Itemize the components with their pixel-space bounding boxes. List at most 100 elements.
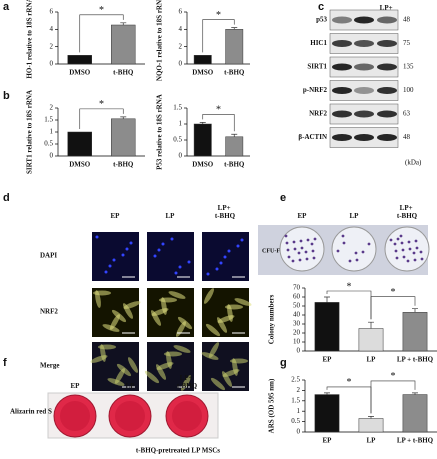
alizarin-caption: t-BHQ-pretreated LP MSCs xyxy=(136,447,220,455)
bar xyxy=(111,118,136,157)
x-tick-label: LP xyxy=(367,356,377,364)
colony xyxy=(367,242,371,246)
colony xyxy=(406,259,410,263)
y-tick-label: 4 xyxy=(179,25,183,33)
blot-band xyxy=(354,16,374,24)
blot-protein: β-ACTIN xyxy=(298,133,327,141)
significance-label: * xyxy=(99,99,104,110)
significance-label: * xyxy=(347,281,352,292)
colony xyxy=(341,234,345,238)
colony xyxy=(297,251,301,255)
micro-column-label: LP+ t-BHQ xyxy=(215,204,236,220)
nucleus xyxy=(157,248,161,252)
panel-label: a xyxy=(3,1,10,13)
blot-band xyxy=(354,110,374,118)
error-bar xyxy=(324,392,330,395)
panel-label: e xyxy=(280,192,286,204)
x-tick-label: t-BHQ xyxy=(224,161,245,169)
blot-band xyxy=(377,16,397,24)
error-bar xyxy=(120,22,127,25)
y-tick-label: 30 xyxy=(293,320,301,328)
y-tick-label: 2 xyxy=(50,42,54,50)
significance-bracket xyxy=(202,114,235,132)
bar xyxy=(402,312,428,352)
colony xyxy=(304,250,308,254)
y-tick-label: 1.5 xyxy=(173,104,182,112)
cfu-column-label: LP xyxy=(350,212,360,220)
cell xyxy=(95,290,101,308)
blot-kda: 48 xyxy=(403,16,411,24)
bar xyxy=(67,55,92,65)
colony xyxy=(419,250,423,254)
y-tick-label: 1.5 xyxy=(44,116,53,124)
bar xyxy=(111,24,136,65)
error-bar xyxy=(412,308,418,313)
bar xyxy=(193,55,212,65)
y-axis-label: Colony numbers xyxy=(268,294,276,344)
y-tick-label: 0 xyxy=(297,428,301,436)
nucleus xyxy=(170,237,174,241)
y-tick-label: 1.5 xyxy=(291,396,300,404)
y-tick-label: 20 xyxy=(293,329,301,337)
x-tick-label: t-BHQ xyxy=(224,69,245,77)
colony xyxy=(394,249,398,253)
error-bar xyxy=(324,296,330,303)
colony xyxy=(395,256,399,260)
cell xyxy=(151,310,161,326)
blot-band xyxy=(354,134,374,141)
bar xyxy=(314,302,340,352)
significance-bracket xyxy=(202,19,235,53)
colony xyxy=(336,249,340,253)
nucleus xyxy=(215,267,219,271)
colony xyxy=(293,247,297,251)
colony xyxy=(393,242,397,246)
cell xyxy=(201,352,219,360)
x-tick-label: DMSO xyxy=(192,161,214,169)
panel-label: d xyxy=(3,192,10,204)
nucleus xyxy=(104,270,108,274)
y-tick-label: 0 xyxy=(179,152,183,160)
nucleus xyxy=(187,260,191,264)
blot-band xyxy=(377,134,397,141)
colony xyxy=(399,234,403,238)
nucleus xyxy=(227,249,231,253)
y-tick-label: 0 xyxy=(179,60,183,68)
bar xyxy=(225,136,244,157)
bar xyxy=(193,123,212,157)
significance-bracket xyxy=(79,108,124,129)
colony xyxy=(299,239,303,243)
y-axis-label: HO-1 relative to 18S rRNA xyxy=(26,0,34,79)
cell xyxy=(222,371,232,387)
cell xyxy=(123,303,133,319)
x-tick-label: LP + t-BHQ xyxy=(397,437,434,445)
blot-band xyxy=(377,40,397,47)
colony xyxy=(414,239,418,243)
colony xyxy=(305,257,309,261)
x-tick-label: t-BHQ xyxy=(113,69,134,77)
significance-label: * xyxy=(347,377,352,388)
y-tick-label: 0.5 xyxy=(291,417,300,425)
blot-protein: NRF2 xyxy=(309,110,327,118)
micro-row-label: DAPI xyxy=(40,252,57,260)
colony xyxy=(401,248,405,252)
x-tick-label: t-BHQ xyxy=(113,161,134,169)
cfu-column-label: EP xyxy=(298,212,308,220)
cell xyxy=(173,345,191,353)
panel-label: b xyxy=(3,90,10,102)
blot-kda: 75 xyxy=(403,39,411,47)
well-inner xyxy=(172,401,202,431)
nucleus xyxy=(121,253,125,257)
nucleus xyxy=(178,265,182,269)
colony xyxy=(286,248,290,252)
nucleus xyxy=(108,264,112,268)
x-tick-label: LP xyxy=(367,437,377,445)
bar xyxy=(402,394,428,433)
micro-row-label: NRF2 xyxy=(40,308,58,316)
significance-label: * xyxy=(216,105,221,116)
alizarin-column-label: LP xyxy=(126,382,136,390)
colony xyxy=(285,241,289,245)
y-axis-label: SIRT1 relative to 18S rRNA xyxy=(26,90,34,174)
y-tick-label: 2.5 xyxy=(291,376,300,384)
colony xyxy=(402,255,406,259)
